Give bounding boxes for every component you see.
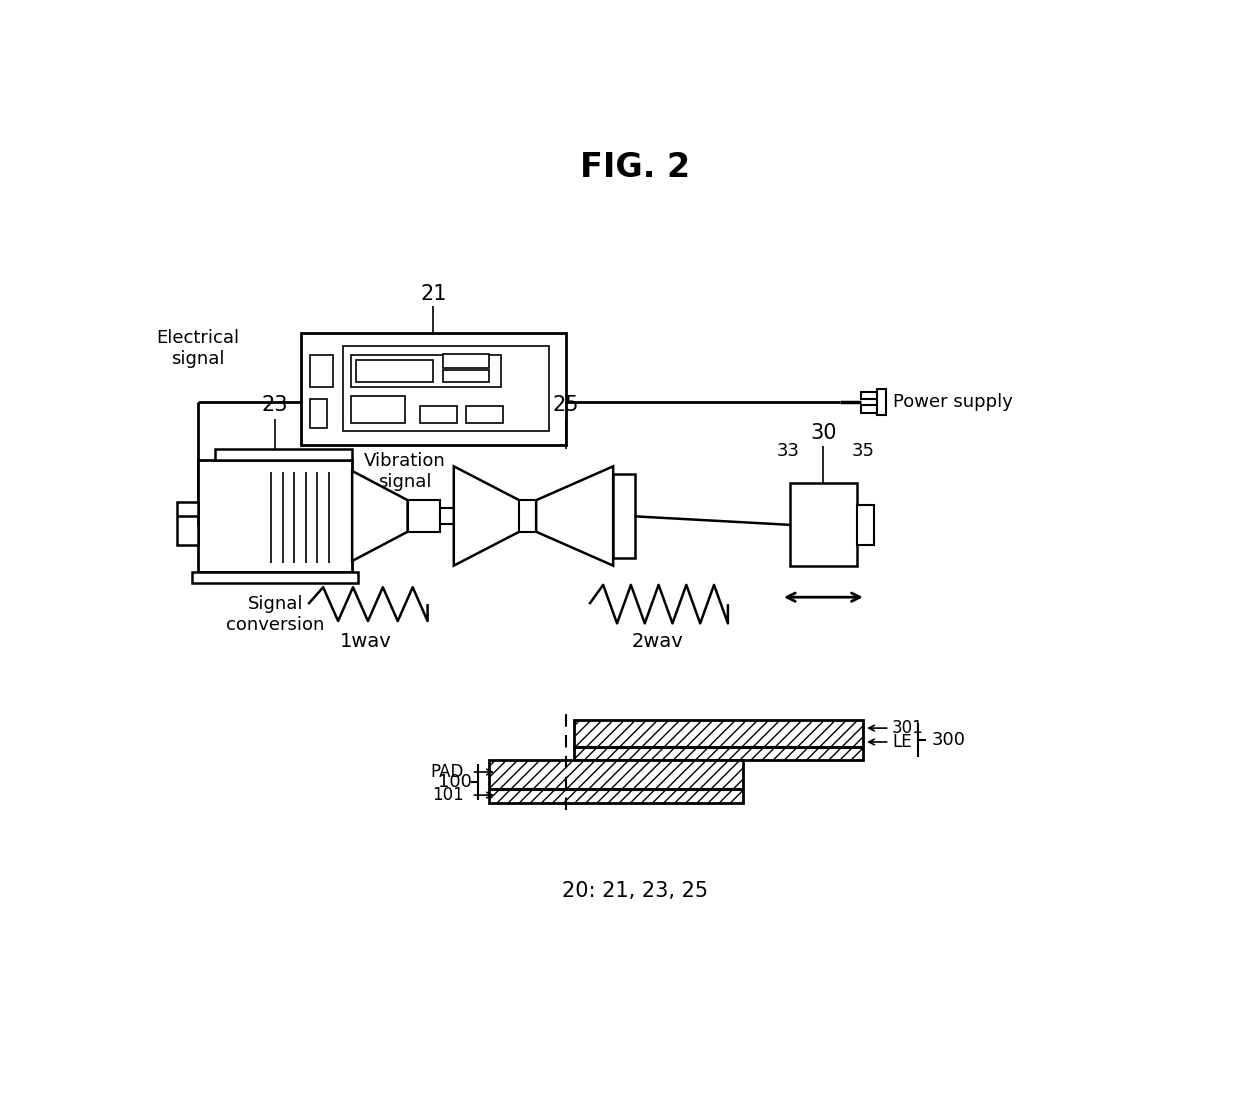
Bar (466, 406, 503, 423)
Bar (861, 392, 878, 400)
Bar (192, 571, 358, 582)
Bar (440, 508, 454, 524)
Bar (408, 500, 440, 532)
Text: 35: 35 (852, 443, 875, 460)
Bar (857, 504, 874, 545)
Bar (300, 334, 567, 445)
Text: 100: 100 (438, 773, 471, 791)
Bar (351, 396, 404, 423)
Text: Power supply: Power supply (894, 393, 1013, 412)
Text: 20: 21, 23, 25: 20: 21, 23, 25 (563, 881, 708, 902)
Bar (861, 405, 878, 413)
Bar (310, 355, 332, 386)
Bar (790, 483, 857, 566)
Text: 33: 33 (776, 443, 800, 460)
Bar (574, 720, 863, 761)
Text: 301: 301 (892, 719, 924, 737)
Text: Electrical
signal: Electrical signal (156, 329, 239, 368)
Text: 1wav: 1wav (340, 632, 392, 651)
Bar (443, 353, 490, 368)
Bar (310, 399, 326, 428)
Bar (343, 346, 549, 430)
Text: Signal
conversion: Signal conversion (226, 595, 325, 634)
Polygon shape (454, 467, 520, 566)
Text: Vibration
signal: Vibration signal (363, 453, 445, 491)
Text: PAD: PAD (430, 763, 464, 781)
Text: 2wav: 2wav (631, 632, 683, 651)
Text: LE: LE (892, 733, 911, 751)
Bar (215, 449, 352, 460)
Text: 25: 25 (553, 395, 579, 415)
Text: 30: 30 (810, 423, 837, 444)
Text: 300: 300 (932, 731, 966, 750)
Bar (490, 761, 743, 803)
Bar (613, 475, 635, 558)
Bar (420, 406, 456, 423)
Bar (877, 390, 885, 415)
Text: FIG. 2: FIG. 2 (580, 151, 691, 184)
Text: 21: 21 (420, 284, 446, 304)
Text: 101: 101 (432, 786, 464, 804)
Polygon shape (352, 471, 408, 562)
Bar (356, 360, 433, 382)
Bar (198, 460, 352, 571)
Bar (443, 370, 490, 382)
Bar (351, 355, 501, 386)
Bar (520, 500, 536, 532)
Polygon shape (536, 467, 613, 566)
Bar (176, 502, 198, 545)
Text: 23: 23 (262, 395, 289, 415)
